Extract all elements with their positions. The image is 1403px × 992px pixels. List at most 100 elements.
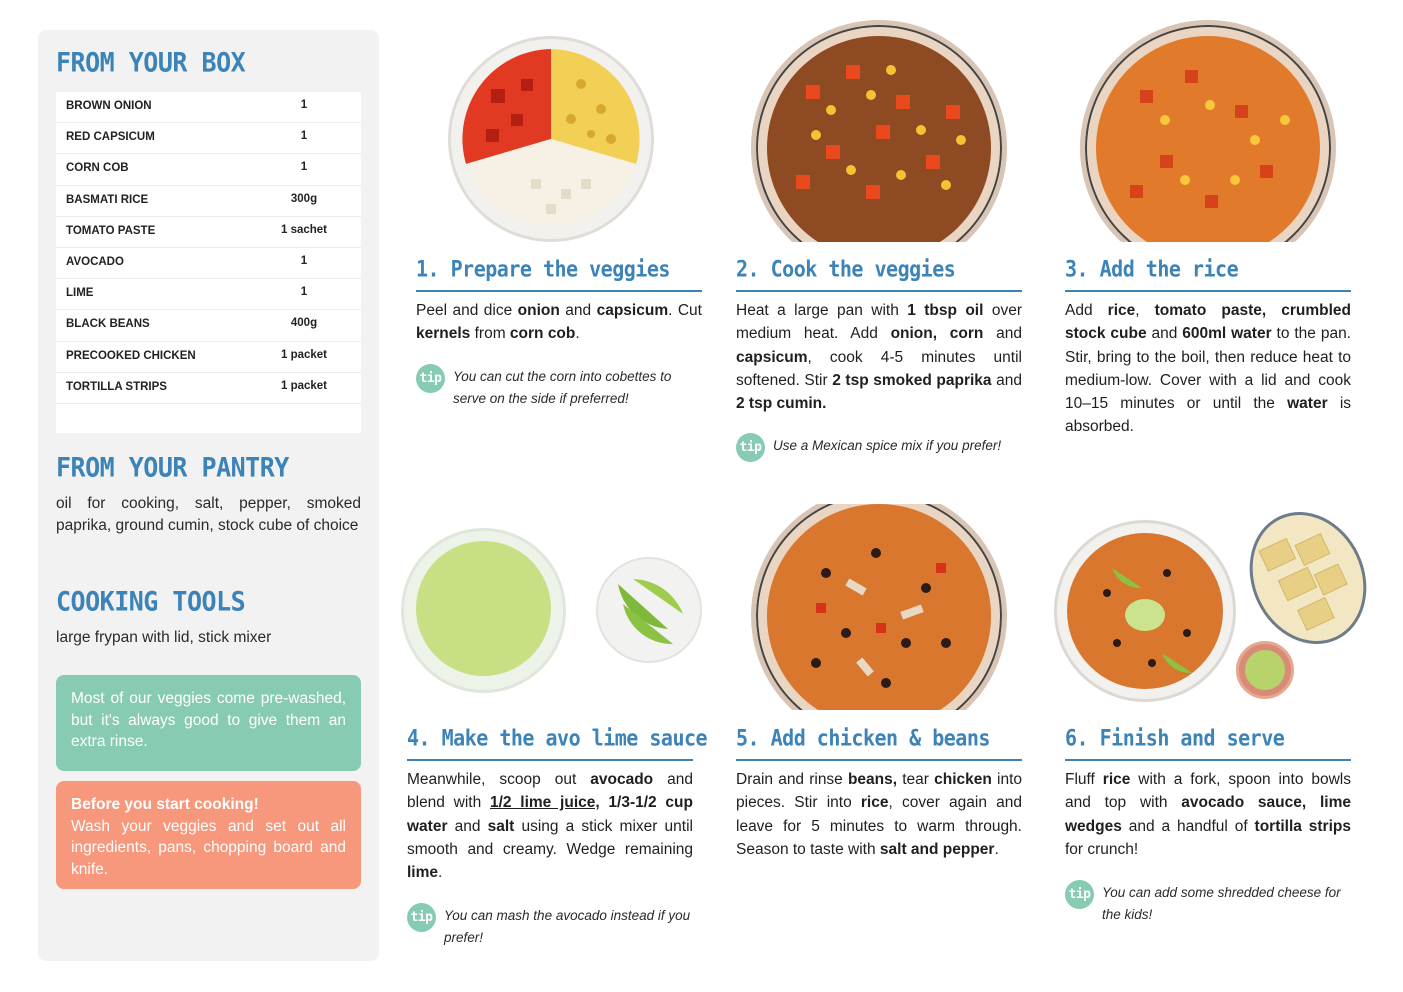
ingredient-qty: 1 packet	[280, 379, 328, 392]
ingredient-name: BLACK BEANS	[66, 318, 150, 331]
step-2-tip: Use a Mexican spice mix if you prefer!	[773, 438, 1002, 453]
text: for crunch!	[1065, 840, 1139, 858]
text: ,	[1135, 302, 1155, 319]
text: tear	[897, 771, 935, 788]
ingredient-row: TOMATO PASTE 1 sachet	[56, 217, 361, 248]
ingredient-row: BASMATI RICE 300g	[56, 186, 361, 217]
avocado-highlight: avocado	[590, 771, 654, 788]
step-5-body: Drain and rinse beans, tear chicken into…	[736, 768, 1022, 861]
tip-badge-icon: tip	[416, 364, 445, 393]
rinse-note: Most of our veggies come pre-washed, but…	[56, 675, 361, 771]
text: and blend with	[407, 771, 693, 812]
text: Meanwhile, scoop out	[407, 771, 591, 788]
step-6-body: Fluff rice with a fork, spoon into bowls…	[1065, 768, 1351, 861]
text: .	[575, 325, 580, 343]
onion-highlight: onion	[517, 302, 560, 319]
rice-simmering-illustration	[1096, 36, 1320, 242]
step-3-title: 3. Add the rice	[1065, 255, 1239, 282]
water-highlight: water	[1287, 395, 1328, 413]
rice-simmering-photo	[1080, 20, 1336, 242]
ingredient-row: BLACK BEANS 400g	[56, 310, 361, 342]
sidebar: FROM YOUR BOX BROWN ONION 1 RED CAPSICUM 1…	[38, 30, 379, 961]
lime-wedges-photo	[596, 557, 702, 663]
ingredient-name: BASMATI RICE	[66, 193, 149, 206]
beans-highlight: beans,	[847, 771, 898, 788]
step-4-title: 4. Make the avo lime sauce	[407, 724, 708, 751]
text: .	[994, 840, 999, 858]
cumin-highlight: 2 tsp cumin.	[736, 395, 827, 413]
ingredient-name: LIME	[66, 287, 94, 300]
ingredient-qty: 1	[300, 161, 308, 174]
prepared-veggies-illustration	[462, 49, 640, 225]
ingredient-qty: 1	[300, 254, 308, 267]
chicken-highlight: chicken	[934, 771, 992, 788]
step-4-body: Meanwhile, scoop out avocado and blend w…	[407, 768, 693, 884]
corn-cob-highlight: corn cob	[509, 325, 576, 343]
step-4-rule	[407, 759, 693, 761]
step-2-rule	[736, 290, 1022, 292]
step-1-title: 1. Prepare the veggies	[416, 255, 670, 282]
from-your-pantry-heading: FROM YOUR PANTRY	[56, 452, 289, 483]
step-1-body: Peel and dice onion and capsicum. Cut ke…	[416, 299, 702, 346]
tortilla-strips-highlight: tortilla strips	[1254, 817, 1351, 835]
salt-pepper-highlight: salt and pepper	[879, 840, 995, 858]
salt-highlight: salt	[487, 817, 515, 835]
before-you-start-title: Before you start cooking!	[71, 796, 259, 813]
capsicum-highlight: capsicum	[596, 302, 669, 319]
avocado-sauce-dish-photo	[1236, 641, 1294, 699]
ingredient-qty: 1 packet	[280, 348, 328, 361]
step-1-rule	[416, 290, 702, 292]
chicken-beans-photo	[751, 504, 1007, 710]
step-6-rule	[1065, 759, 1351, 761]
ingredient-row: BROWN ONION 1	[56, 92, 361, 124]
water-highlight: 1/3-1/2 cup water	[407, 794, 693, 835]
ingredient-qty: 1	[300, 130, 308, 143]
ingredient-name: TOMATO PASTE	[66, 224, 156, 237]
text: to the pan. Stir, bring to the boil, the…	[1065, 325, 1351, 413]
ingredient-qty: 400g	[290, 317, 318, 330]
pantry-text: oil for cooking, salt, pepper, smoked pa…	[56, 495, 361, 534]
text: and	[983, 325, 1022, 343]
ingredient-name: RED CAPSICUM	[66, 131, 155, 144]
from-your-box-heading: FROM YOUR BOX	[56, 47, 246, 78]
avocado-sauce-photo	[401, 528, 566, 693]
rice-highlight: rice	[1107, 302, 1136, 319]
ingredient-row: AVOCADO 1	[56, 248, 361, 280]
before-you-start-note: Before you start cooking! Wash your vegg…	[56, 781, 361, 889]
ingredient-name: PRECOOKED CHICKEN	[66, 349, 196, 362]
paprika-highlight: 2 tsp smoked paprika	[832, 371, 992, 389]
step-4-tip: You can mash the avocado instead if you …	[444, 908, 691, 945]
text: and a handful of	[1121, 817, 1255, 835]
ingredient-qty: 300g	[290, 192, 318, 205]
text: into pieces. Stir into	[736, 771, 1022, 812]
served-bowl-photo	[1054, 520, 1236, 702]
avocado-sauce	[416, 541, 551, 676]
ingredient-name: TORTILLA STRIPS	[66, 380, 167, 393]
ingredient-name: CORN COB	[66, 162, 129, 175]
step-6-tip: You can add some shredded cheese for the…	[1102, 885, 1341, 922]
capsicum-highlight: capsicum	[736, 348, 808, 366]
text: .	[438, 864, 443, 882]
tortilla-strips-photo	[1228, 492, 1388, 664]
ingredient-row: RED CAPSICUM 1	[56, 123, 361, 155]
text: over medium heat. Add	[736, 302, 1022, 343]
tools-text: large frypan with lid, stick mixer	[56, 629, 272, 646]
ingredient-qty: 1	[300, 286, 308, 299]
before-you-start-text: Wash your veggies and set out all ingred…	[71, 817, 346, 878]
tip-badge-icon: tip	[407, 903, 436, 932]
ingredient-row: CORN COB 1	[56, 154, 361, 186]
step-1-tip: You can cut the corn into cobettes to se…	[453, 369, 672, 406]
text: Drain and rinse	[736, 771, 848, 788]
prepared-veggies-photo	[448, 36, 654, 242]
text: , cover again and leave for 5 minutes to…	[736, 794, 1022, 858]
lime-highlight: lime	[407, 864, 439, 882]
ingredient-qty: 1	[300, 99, 308, 111]
step-5-rule	[736, 759, 1022, 761]
text: using a stick mixer until smooth and cre…	[407, 817, 693, 858]
water-amount-highlight: 600ml water	[1182, 325, 1272, 343]
ingredient-name: AVOCADO	[66, 255, 124, 268]
text: and	[1146, 325, 1183, 343]
text: with a fork, spoon into bowls and top wi…	[1065, 771, 1351, 812]
paste-stock-highlight: tomato paste, crumbled stock cube	[1065, 302, 1351, 343]
text: Peel and dice	[416, 302, 518, 319]
